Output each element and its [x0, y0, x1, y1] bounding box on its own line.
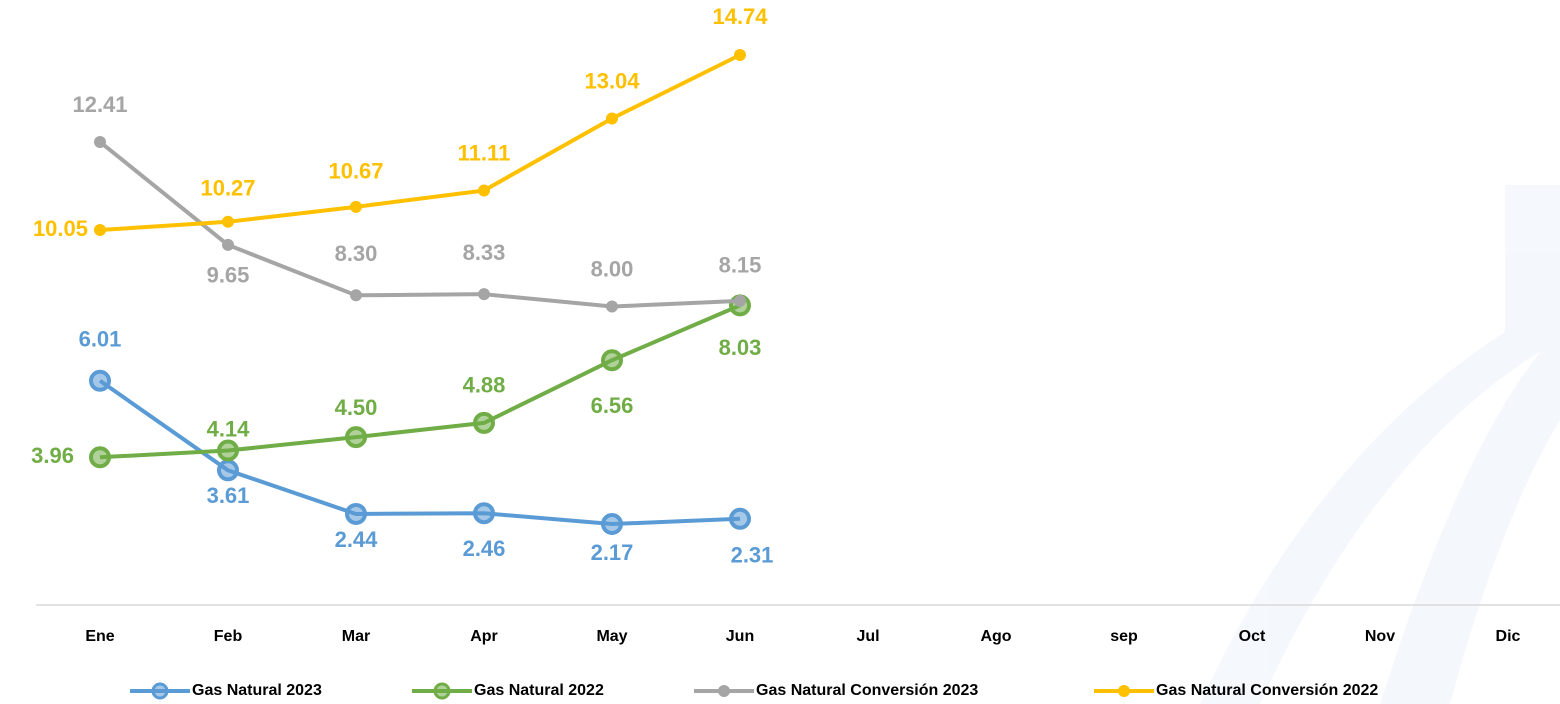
- marker: [473, 411, 495, 434]
- legend-marker: [433, 682, 451, 700]
- x-tick-label: May: [596, 628, 627, 645]
- value-label: 4.50: [335, 395, 378, 420]
- value-label: 4.88: [463, 373, 506, 398]
- x-tick-label: Nov: [1365, 628, 1395, 645]
- value-label: 12.41: [72, 92, 127, 117]
- marker: [345, 502, 367, 525]
- series-line: [99, 303, 741, 460]
- marker: [217, 439, 239, 462]
- legend-marker: [151, 682, 169, 700]
- watermark: [1200, 185, 1560, 704]
- x-tick-label: Ago: [980, 628, 1011, 645]
- marker: [734, 294, 746, 307]
- value-label: 2.46: [463, 536, 506, 561]
- series-line: [98, 379, 741, 527]
- x-tick-label: Jul: [856, 628, 879, 645]
- marker: [478, 184, 490, 197]
- legend-marker: [718, 685, 730, 697]
- marker: [601, 513, 623, 536]
- value-label: 3.61: [207, 483, 250, 508]
- marker: [478, 288, 490, 301]
- legend-label: Gas Natural 2022: [474, 682, 604, 699]
- marker: [734, 49, 746, 62]
- x-tick-label: Oct: [1239, 628, 1266, 645]
- x-tick-label: Feb: [214, 628, 243, 645]
- series-line: [99, 53, 741, 233]
- value-label: 11.11: [458, 140, 511, 165]
- marker: [345, 426, 367, 449]
- marker: [606, 300, 618, 313]
- x-tick-label: Apr: [470, 628, 498, 645]
- marker: [601, 349, 623, 372]
- value-label: 2.17: [591, 540, 634, 565]
- value-label: 14.74: [712, 4, 768, 29]
- marker: [94, 224, 106, 237]
- x-tick-label: Dic: [1496, 628, 1521, 645]
- value-label: 2.31: [731, 543, 774, 568]
- value-label: 2.44: [335, 527, 379, 552]
- legend-label: Gas Natural Conversión 2022: [1156, 682, 1378, 699]
- value-label: 8.03: [719, 335, 762, 360]
- value-label: 3.96: [31, 443, 74, 468]
- marker: [217, 459, 239, 482]
- value-label: 8.15: [719, 253, 762, 278]
- marker: [94, 135, 106, 148]
- x-tick-label: Ene: [85, 628, 114, 645]
- x-tick-label: sep: [1110, 628, 1138, 645]
- x-tick-label: Jun: [726, 628, 754, 645]
- value-label: 8.30: [335, 241, 378, 266]
- legend-marker: [1118, 685, 1130, 697]
- marker: [729, 507, 751, 530]
- value-label: 8.00: [591, 256, 634, 281]
- x-tick-label: Mar: [342, 628, 370, 645]
- legend-label: Gas Natural 2023: [192, 682, 322, 699]
- value-label: 9.65: [207, 263, 250, 288]
- marker: [350, 200, 362, 213]
- marker: [222, 215, 234, 228]
- marker: [222, 238, 234, 251]
- marker: [89, 446, 111, 469]
- value-label: 13.04: [584, 68, 640, 93]
- marker: [473, 502, 495, 525]
- value-label: 10.27: [200, 176, 255, 201]
- marker: [606, 112, 618, 125]
- marker: [89, 369, 111, 392]
- value-label: 6.01: [79, 327, 122, 352]
- value-label: 8.33: [463, 240, 506, 265]
- value-label: 10.05: [33, 216, 88, 241]
- value-label: 6.56: [591, 393, 634, 418]
- series-line: [98, 140, 741, 309]
- value-label: 10.67: [328, 159, 383, 184]
- marker: [350, 289, 362, 302]
- value-label: 4.14: [207, 416, 251, 441]
- legend-label: Gas Natural Conversión 2023: [756, 682, 978, 699]
